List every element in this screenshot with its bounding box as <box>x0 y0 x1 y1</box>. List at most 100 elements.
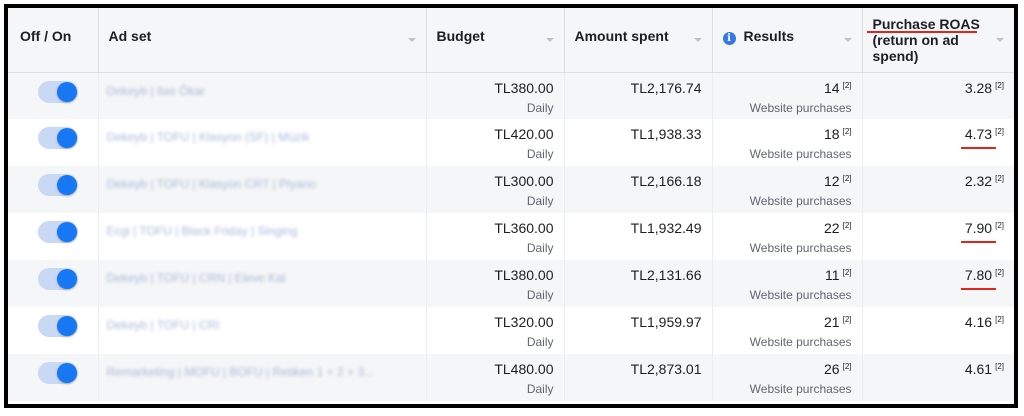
sort-caret-icon[interactable] <box>545 38 554 42</box>
adset-cell: Dekeyb | TOFU | CRI <box>98 307 427 354</box>
roas-number: 4.73 <box>964 126 993 142</box>
footnote-ref[interactable]: [2] <box>842 268 852 277</box>
column-header-results[interactable]: i Results <box>712 8 863 73</box>
adset-name-link[interactable]: Dekeyb | TOFU | CRN | Eleve Kal <box>106 271 286 285</box>
roas-cell: 4.16 [2] <box>862 307 1014 354</box>
column-header-purchase-roas[interactable]: Purchase ROAS (return on ad spend) <box>862 8 1014 73</box>
footnote-ref[interactable]: [2] <box>995 221 1004 230</box>
amount-spent-value: TL2,131.66 <box>630 267 702 283</box>
info-icon[interactable]: i <box>722 32 736 45</box>
adset-name-link[interactable]: Remarketing | MOFU | BOFU | Retiken 1 + … <box>106 365 374 379</box>
budget-type: Daily <box>526 100 554 115</box>
adset-name-link[interactable]: Dekeyb | TOFU | CRI <box>106 318 220 332</box>
toggle-cell <box>8 354 99 401</box>
toggle-knob <box>57 81 77 102</box>
adset-cell: Dekeyb | TOFU | Klasyon CRT | Piyano <box>98 166 427 213</box>
footnote-ref[interactable]: [2] <box>842 80 852 90</box>
results-value: 26 <box>824 361 840 377</box>
budget-value: TL380.00 <box>494 79 554 96</box>
on-off-toggle[interactable] <box>38 80 78 103</box>
on-off-toggle[interactable] <box>38 268 78 290</box>
amount-spent-cell: TL2,166.18 <box>564 166 713 213</box>
sort-caret-icon[interactable] <box>693 38 702 42</box>
results-cell: 26 [2] Website purchases <box>712 354 863 401</box>
adset-name-link[interactable]: Dekeyb | Ilas Ökar <box>106 83 205 98</box>
table-row[interactable]: Dekeyb | TOFU | CRN | Eleve Kal TL380.00… <box>8 260 1014 307</box>
budget-value: TL300.00 <box>494 173 554 189</box>
results-value: 12 <box>824 173 840 189</box>
column-header-budget[interactable]: Budget <box>426 8 565 73</box>
ads-manager-table-frame: Off / On Ad set Budget Amount spent i Res… <box>4 4 1018 408</box>
footnote-ref[interactable]: [2] <box>842 174 852 183</box>
table-row[interactable]: Dekeyb | Ilas Ökar TL380.00 Daily TL2,176… <box>8 72 1014 119</box>
results-type: Website purchases <box>749 147 852 161</box>
column-header-amount-spent[interactable]: Amount spent <box>564 8 713 73</box>
footnote-ref[interactable]: [2] <box>995 127 1004 136</box>
results-value: 11 <box>825 267 840 283</box>
sort-caret-icon[interactable] <box>996 38 1004 42</box>
amount-spent-value: TL1,932.49 <box>630 220 702 236</box>
adset-cell: Dekeyb | TOFU | CRN | Eleve Kal <box>98 260 427 307</box>
sort-caret-icon[interactable] <box>843 38 852 42</box>
adset-name-link[interactable]: Dekeyb | TOFU | Klasyon (SF) | Müzik <box>106 130 310 144</box>
roas-value: 7.80 <box>960 267 997 290</box>
column-header-label-line3: spend) <box>872 48 919 64</box>
on-off-toggle[interactable] <box>38 362 78 384</box>
toggle-knob <box>57 175 77 195</box>
footnote-ref[interactable]: [2] <box>995 174 1004 183</box>
footnote-ref[interactable]: [2] <box>842 127 852 136</box>
on-off-toggle[interactable] <box>38 221 78 243</box>
table-row[interactable]: Remarketing | MOFU | BOFU | Retiken 1 + … <box>8 354 1014 401</box>
toggle-cell <box>8 307 99 354</box>
budget-type: Daily <box>526 241 554 255</box>
roas-value: 3.28 <box>965 80 992 96</box>
budget-value: TL480.00 <box>494 361 554 377</box>
budget-type: Daily <box>526 288 554 302</box>
budget-cell: TL320.00 Daily <box>426 307 565 354</box>
column-header-label: Ad set <box>108 28 152 44</box>
sort-caret-icon[interactable] <box>407 38 416 42</box>
adset-name-link[interactable]: Dekeyb | TOFU | Klasyon CRT | Piyano <box>106 177 316 191</box>
budget-type: Daily <box>526 194 554 208</box>
budget-value: TL360.00 <box>494 220 554 236</box>
column-header-label: Off / On <box>20 28 72 44</box>
footnote-ref[interactable]: [2] <box>995 362 1004 371</box>
results-type: Website purchases <box>749 241 852 255</box>
footnote-ref[interactable]: [2] <box>842 315 852 324</box>
footnote-ref[interactable]: [2] <box>842 221 852 230</box>
table-row[interactable]: Dekeyb | TOFU | Klasyon CRT | Piyano TL3… <box>8 166 1014 213</box>
amount-spent-cell: TL1,959.97 <box>564 307 713 354</box>
column-header-toggle[interactable]: Off / On <box>8 8 99 73</box>
amount-spent-cell: TL2,176.74 <box>564 72 713 119</box>
table-row[interactable]: Dekeyb | TOFU | Klasyon (SF) | Müzik TL4… <box>8 119 1014 166</box>
adset-cell: Remarketing | MOFU | BOFU | Retiken 1 + … <box>98 354 427 401</box>
roas-number: 2.32 <box>964 173 993 189</box>
adset-name-link[interactable]: Ecgi | TOFU | Black Friday | Singing <box>106 224 298 238</box>
toggle-cell <box>8 260 99 307</box>
footnote-ref[interactable]: [2] <box>995 315 1004 324</box>
amount-spent-cell: TL1,938.33 <box>564 119 713 166</box>
on-off-toggle[interactable] <box>38 315 78 337</box>
budget-cell: TL480.00 Daily <box>426 354 565 401</box>
footnote-ref[interactable]: [2] <box>995 80 1004 90</box>
budget-cell: TL420.00 Daily <box>426 119 565 166</box>
roas-value: 4.61 <box>965 361 992 377</box>
column-header-label: Budget <box>436 28 485 44</box>
on-off-toggle[interactable] <box>38 174 78 196</box>
table-row[interactable]: Dekeyb | TOFU | CRI TL320.00 Daily TL1,95… <box>8 307 1014 354</box>
results-value: 21 <box>824 314 840 330</box>
on-off-toggle[interactable] <box>38 127 78 149</box>
table-row[interactable]: Ecgi | TOFU | Black Friday | Singing TL3… <box>8 213 1014 260</box>
column-header-adset[interactable]: Ad set <box>98 8 427 73</box>
amount-spent-value: TL2,176.74 <box>630 79 702 96</box>
results-type: Website purchases <box>749 335 852 349</box>
results-type: Website purchases <box>749 194 852 208</box>
highlight-underline <box>960 147 997 149</box>
adset-cell: Dekeyb | Ilas Ökar <box>98 72 427 119</box>
toggle-knob <box>57 269 77 289</box>
roas-cell: 7.90 [2] <box>862 213 1014 260</box>
footnote-ref[interactable]: [2] <box>842 362 852 371</box>
footnote-ref[interactable]: [2] <box>995 268 1004 277</box>
highlight-underline <box>960 288 997 290</box>
amount-spent-value: TL1,938.33 <box>630 126 702 142</box>
